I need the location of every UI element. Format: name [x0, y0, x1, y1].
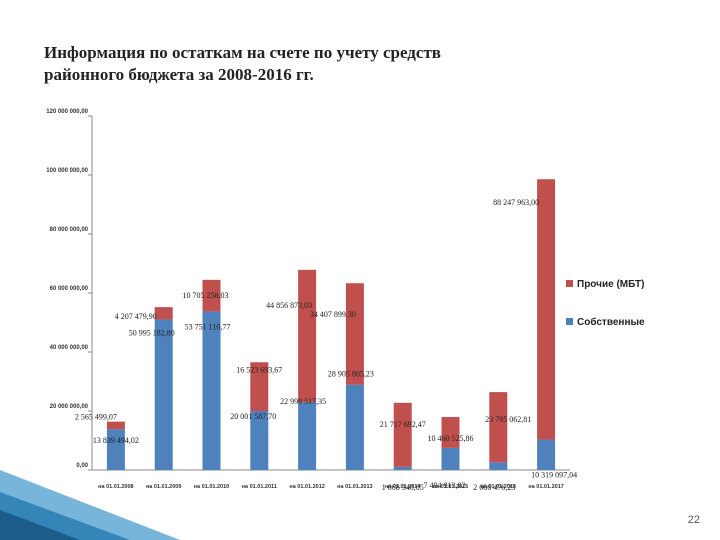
bar-other: [106, 421, 125, 430]
chart-legend: Прочие (МБТ) Собственные: [566, 279, 645, 328]
y-tick-label: 20 000 000,00: [50, 404, 89, 410]
data-label-other: 23 795 062,81: [485, 415, 531, 424]
bar-other: [298, 269, 317, 403]
slide-title: Информация по остаткам на счете по учету…: [44, 42, 564, 86]
data-label-other: 21 717 692,47: [380, 420, 426, 429]
data-label-own: 28 905 805,23: [328, 370, 374, 379]
data-label-own: 53 751 110,77: [185, 322, 231, 331]
data-label-own: 10 319 097,04: [531, 471, 577, 480]
data-label-other: 16 523 693,67: [236, 365, 282, 374]
chart-bars: [106, 179, 556, 470]
data-label-other: 10 460 525,86: [428, 434, 474, 443]
title-line-1: Информация по остаткам на счете по учету…: [44, 43, 441, 62]
bar-own: [250, 410, 269, 470]
bar-other: [250, 362, 269, 411]
bar-other: [393, 402, 412, 467]
legend-label: Прочие (МБТ): [577, 279, 645, 290]
bar-own: [537, 439, 556, 470]
y-tick-label: 60 000 000,00: [50, 286, 89, 292]
y-tick-label: 80 000 000,00: [50, 227, 89, 233]
x-tick-label: на 01.01.2013: [337, 484, 372, 490]
bar-own: [298, 402, 317, 470]
data-label-own: 2 606 476,23: [473, 483, 515, 492]
legend-swatch: [566, 318, 573, 325]
bar-other: [441, 417, 460, 448]
data-label-other: 4 207 479,90: [115, 312, 157, 321]
x-tick-label: на 01.01.2010: [194, 484, 229, 490]
x-tick-label: на 01.01.2012: [289, 484, 324, 490]
data-label-other: 44 856 873,03: [266, 301, 312, 310]
bar-other: [345, 283, 364, 385]
y-tick-label: 40 000 000,00: [50, 345, 89, 351]
bar-other: [489, 392, 508, 463]
legend-swatch: [566, 280, 573, 287]
data-label-other: 34 407 899,30: [310, 310, 356, 319]
data-label-own: 50 995 182,80: [129, 329, 175, 338]
page-number: 22: [687, 514, 700, 526]
bar-own: [489, 462, 508, 470]
data-label-own: 1 068 340,05: [382, 483, 424, 492]
data-label-other: 10 705 258,03: [183, 291, 229, 300]
bar-own: [441, 447, 460, 470]
bar-own: [106, 429, 125, 470]
y-tick-label: 100 000 000,00: [46, 168, 88, 174]
chart-data-labels: 13 839 494,02 2 565 499,07 50 995 182,80 4 …: [75, 198, 577, 492]
corner-decoration: [0, 470, 180, 540]
x-tick-label: на 01.01.2008: [98, 484, 133, 490]
bar-own: [393, 466, 412, 470]
data-label-other: 88 247 963,00: [493, 198, 539, 207]
x-tick-label: на 01.01.2017: [528, 484, 563, 490]
data-label-other: 2 565 499,07: [75, 413, 117, 422]
title-line-2: районного бюджета за 2008-2016 гг.: [44, 65, 314, 84]
bar-other: [154, 307, 173, 320]
data-label-own: 20 001 587,70: [230, 412, 276, 421]
data-label-own: 22 998 517,35: [280, 397, 326, 406]
legend-label: Собственные: [577, 316, 645, 328]
bar-other: [537, 179, 556, 440]
x-tick-label: на 01.01.2009: [146, 484, 181, 490]
bar-own: [202, 311, 221, 470]
data-label-own: 13 839 494,02: [93, 436, 139, 445]
x-tick-label: на 01.01.2011: [242, 484, 277, 490]
x-tick-label: на 01.01.2016: [481, 484, 516, 490]
x-tick-label: на 01.01.2015: [433, 484, 468, 490]
bar-other: [202, 279, 221, 312]
bar-own: [345, 384, 364, 470]
bar-own: [154, 319, 173, 470]
x-tick-label: на 01.01.2014: [385, 484, 421, 490]
y-tick-label: 0,00: [76, 463, 88, 469]
data-label-own: 7 494 913,82: [424, 481, 466, 490]
y-tick-label: 120 000 000,00: [46, 109, 88, 115]
